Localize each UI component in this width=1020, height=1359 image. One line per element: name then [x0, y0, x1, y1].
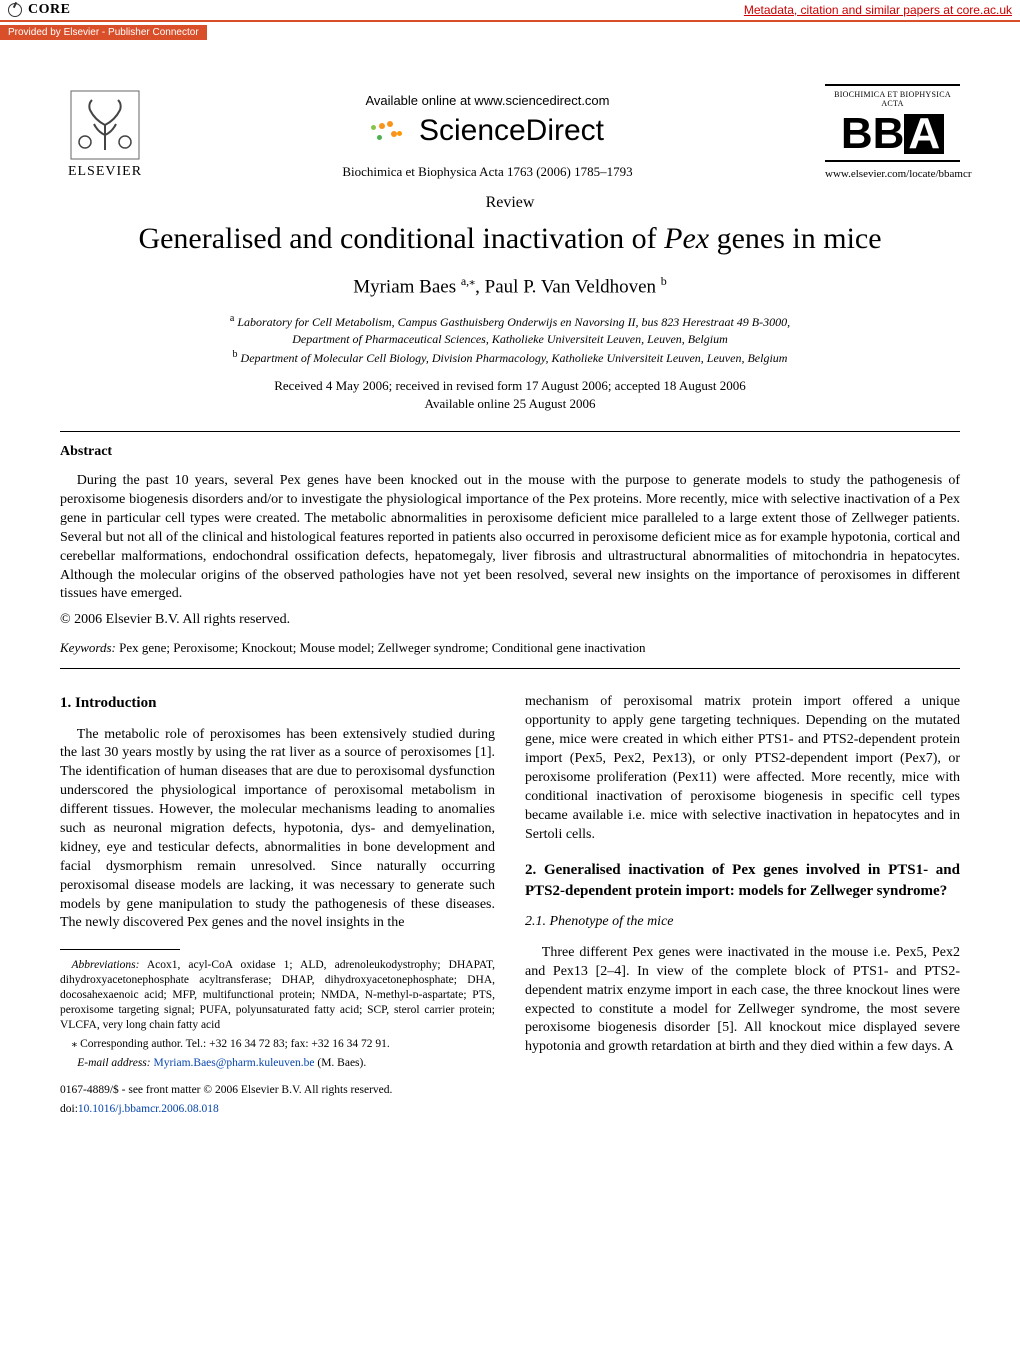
page-content: ELSEVIER Available online at www.science…: [0, 40, 1020, 1141]
author-sep: ,: [475, 276, 485, 297]
affiliation-a: a Laboratory for Cell Metabolism, Campus…: [60, 312, 960, 331]
core-metadata-link[interactable]: Metadata, citation and similar papers at…: [744, 3, 1012, 17]
aff-a-line2: Department of Pharmaceutical Sciences, K…: [60, 331, 960, 348]
col2-paragraph-1: mechanism of peroxisomal matrix protein …: [525, 693, 960, 844]
bba-a: A: [904, 114, 944, 154]
elsevier-tree-icon: [70, 90, 140, 160]
footnote-rule: [60, 949, 180, 950]
section-2-heading: 2. Generalised inactivation of Pex genes…: [525, 860, 960, 901]
footnote-abbrev: Abbreviations: Acox1, acyl-CoA oxidase 1…: [60, 958, 495, 1033]
doi-label: doi:: [60, 1103, 78, 1115]
bba-fullname: BIOCHIMICA ET BIOPHYSICA ACTA: [825, 90, 960, 108]
core-provider-strip: Provided by Elsevier - Publisher Connect…: [0, 22, 1020, 40]
footnote-email: E-mail address: Myriam.Baes@pharm.kuleuv…: [60, 1056, 495, 1071]
keywords: Keywords: Pex gene; Peroxisome; Knockout…: [60, 640, 960, 656]
footnote-corresponding: ⁎ Corresponding author. Tel.: +32 16 34 …: [60, 1037, 495, 1052]
sciencedirect-logo: ScienceDirect: [371, 114, 604, 148]
bba-logo: BBA: [825, 114, 960, 154]
footnotes: Abbreviations: Acox1, acyl-CoA oxidase 1…: [60, 958, 495, 1116]
abstract-text: During the past 10 years, several Pex ge…: [60, 472, 960, 604]
core-logo-text: CORE: [28, 2, 70, 18]
article-title: Generalised and conditional inactivation…: [60, 222, 960, 256]
core-left: CORE: [8, 2, 70, 18]
article-dates: Received 4 May 2006; received in revised…: [60, 377, 960, 413]
title-post: genes in mice: [709, 222, 881, 255]
author-1: Myriam Baes: [353, 276, 456, 297]
body-columns: 1. Introduction The metabolic role of pe…: [60, 693, 960, 1120]
column-right: mechanism of peroxisomal matrix protein …: [525, 693, 960, 1120]
core-banner: CORE Metadata, citation and similar pape…: [0, 0, 1020, 22]
intro-paragraph-1: The metabolic role of peroxisomes has be…: [60, 726, 495, 934]
available-date: Available online 25 August 2006: [60, 395, 960, 413]
elsevier-label: ELSEVIER: [68, 164, 142, 180]
intro-heading: 1. Introduction: [60, 693, 495, 713]
corresp-text: Corresponding author. Tel.: +32 16 34 72…: [77, 1038, 390, 1050]
abstract-copyright: © 2006 Elsevier B.V. All rights reserved…: [60, 612, 960, 628]
abstract-rule-top: [60, 431, 960, 432]
author-2: Paul P. Van Veldhoven: [485, 276, 656, 297]
affiliations: a Laboratory for Cell Metabolism, Campus…: [60, 312, 960, 366]
core-provider: Provided by Elsevier - Publisher Connect…: [0, 25, 207, 40]
abstract-rule-bottom: [60, 668, 960, 669]
sd-dots-icon: [371, 121, 411, 141]
title-pre: Generalised and conditional inactivation…: [138, 222, 664, 255]
abbrev-label: Abbreviations:: [72, 959, 140, 971]
keywords-label: Keywords:: [60, 640, 116, 655]
column-left: 1. Introduction The metabolic role of pe…: [60, 693, 495, 1120]
email-label: E-mail address:: [77, 1057, 150, 1069]
elsevier-logo: ELSEVIER: [60, 80, 150, 180]
keywords-text: Pex gene; Peroxisome; Knockout; Mouse mo…: [116, 640, 646, 655]
doi-line: doi:10.1016/j.bbamcr.2006.08.018: [60, 1102, 495, 1117]
bba-bb: BB: [841, 114, 905, 154]
sciencedirect-text: ScienceDirect: [419, 114, 604, 148]
email-link[interactable]: Myriam.Baes@pharm.kuleuven.be: [153, 1057, 314, 1069]
bba-logo-box: BIOCHIMICA ET BIOPHYSICA ACTA BBA www.el…: [825, 84, 960, 180]
bba-rule-2: [825, 160, 960, 162]
sec2-head-text: 2. Generalised inactivation of Pex genes…: [525, 862, 960, 898]
section-2-1-heading: 2.1. Phenotype of the mice: [525, 913, 960, 932]
doi-link[interactable]: 10.1016/j.bbamcr.2006.08.018: [78, 1103, 219, 1115]
authors: Myriam Baes a,⁎, Paul P. Van Veldhoven b: [60, 274, 960, 298]
available-online: Available online at www.sciencedirect.co…: [150, 93, 825, 108]
author-2-sup: b: [661, 274, 667, 288]
bba-url: www.elsevier.com/locate/bbamcr: [825, 168, 960, 180]
article-type: Review: [60, 194, 960, 212]
received-date: Received 4 May 2006; received in revised…: [60, 377, 960, 395]
aff-a-line1: Laboratory for Cell Metabolism, Campus G…: [234, 315, 790, 329]
affiliation-b: b Department of Molecular Cell Biology, …: [60, 348, 960, 367]
sec21-paragraph-1: Three different Pex genes were inactivat…: [525, 944, 960, 1057]
journal-reference: Biochimica et Biophysica Acta 1763 (2006…: [150, 164, 825, 180]
core-icon: [8, 3, 22, 17]
aff-b-text: Department of Molecular Cell Biology, Di…: [238, 351, 788, 365]
center-header: Available online at www.sciencedirect.co…: [150, 93, 825, 180]
title-ital: Pex: [664, 222, 709, 255]
abstract-heading: Abstract: [60, 444, 960, 460]
author-1-sup: a,: [461, 274, 469, 288]
bba-rule: [825, 84, 960, 86]
email-who: (M. Baes).: [315, 1057, 367, 1069]
journal-header: ELSEVIER Available online at www.science…: [60, 80, 960, 180]
front-matter: 0167-4889/$ - see front matter © 2006 El…: [60, 1083, 495, 1098]
